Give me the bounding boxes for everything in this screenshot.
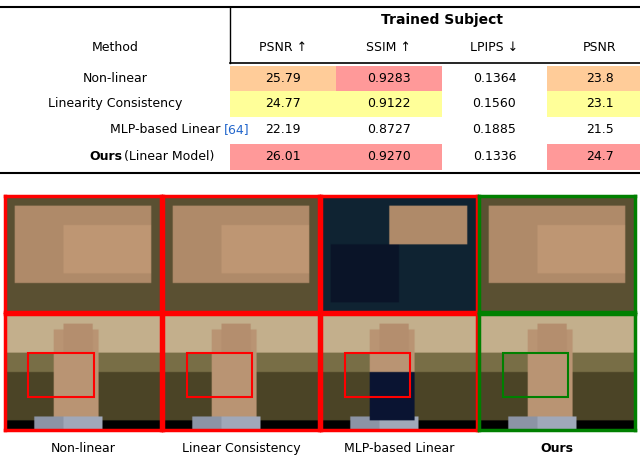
Text: 0.9270: 0.9270: [367, 150, 411, 163]
Text: PSNR ↑: PSNR ↑: [259, 41, 307, 54]
Text: Linearity Consistency: Linearity Consistency: [48, 98, 182, 111]
Bar: [547, 66, 640, 91]
Text: MLP-based Linear: MLP-based Linear: [344, 442, 454, 455]
Text: 0.9283: 0.9283: [367, 72, 411, 85]
Text: 24.7: 24.7: [586, 150, 614, 163]
Text: 23.1: 23.1: [586, 98, 614, 111]
Text: 0.1364: 0.1364: [473, 72, 516, 85]
Text: (Linear Model): (Linear Model): [120, 150, 214, 163]
Text: 23.8: 23.8: [586, 72, 614, 85]
Text: 0.1560: 0.1560: [472, 98, 516, 111]
Text: Non-linear: Non-linear: [83, 72, 148, 85]
Text: Non-linear: Non-linear: [51, 442, 115, 455]
Bar: [28, 353, 94, 397]
Text: SSIM ↑: SSIM ↑: [366, 41, 412, 54]
Text: Method: Method: [92, 41, 139, 54]
Bar: [336, 66, 442, 91]
Text: 21.5: 21.5: [586, 123, 614, 136]
Text: [64]: [64]: [224, 123, 250, 136]
Text: 0.1336: 0.1336: [473, 150, 516, 163]
Text: 0.1885: 0.1885: [472, 123, 516, 136]
Bar: [344, 353, 410, 397]
Text: Trained Subject: Trained Subject: [381, 13, 502, 27]
Bar: [336, 91, 442, 117]
Text: 0.8727: 0.8727: [367, 123, 411, 136]
Text: Linear Consistency: Linear Consistency: [182, 442, 300, 455]
Text: MLP-based Linear: MLP-based Linear: [109, 123, 224, 136]
Bar: [336, 144, 442, 170]
Text: 26.01: 26.01: [266, 150, 301, 163]
Text: 0.9122: 0.9122: [367, 98, 410, 111]
Text: LPIPS ↓: LPIPS ↓: [470, 41, 518, 54]
Bar: [230, 144, 336, 170]
Bar: [547, 91, 640, 117]
Text: 22.19: 22.19: [266, 123, 301, 136]
Bar: [230, 66, 336, 91]
Text: PSNR: PSNR: [583, 41, 617, 54]
Text: Ours: Ours: [541, 442, 573, 455]
Bar: [186, 353, 252, 397]
Text: Ours: Ours: [90, 150, 123, 163]
Bar: [502, 353, 568, 397]
Bar: [230, 91, 336, 117]
Text: 25.79: 25.79: [266, 72, 301, 85]
Text: 24.77: 24.77: [266, 98, 301, 111]
Bar: [547, 144, 640, 170]
